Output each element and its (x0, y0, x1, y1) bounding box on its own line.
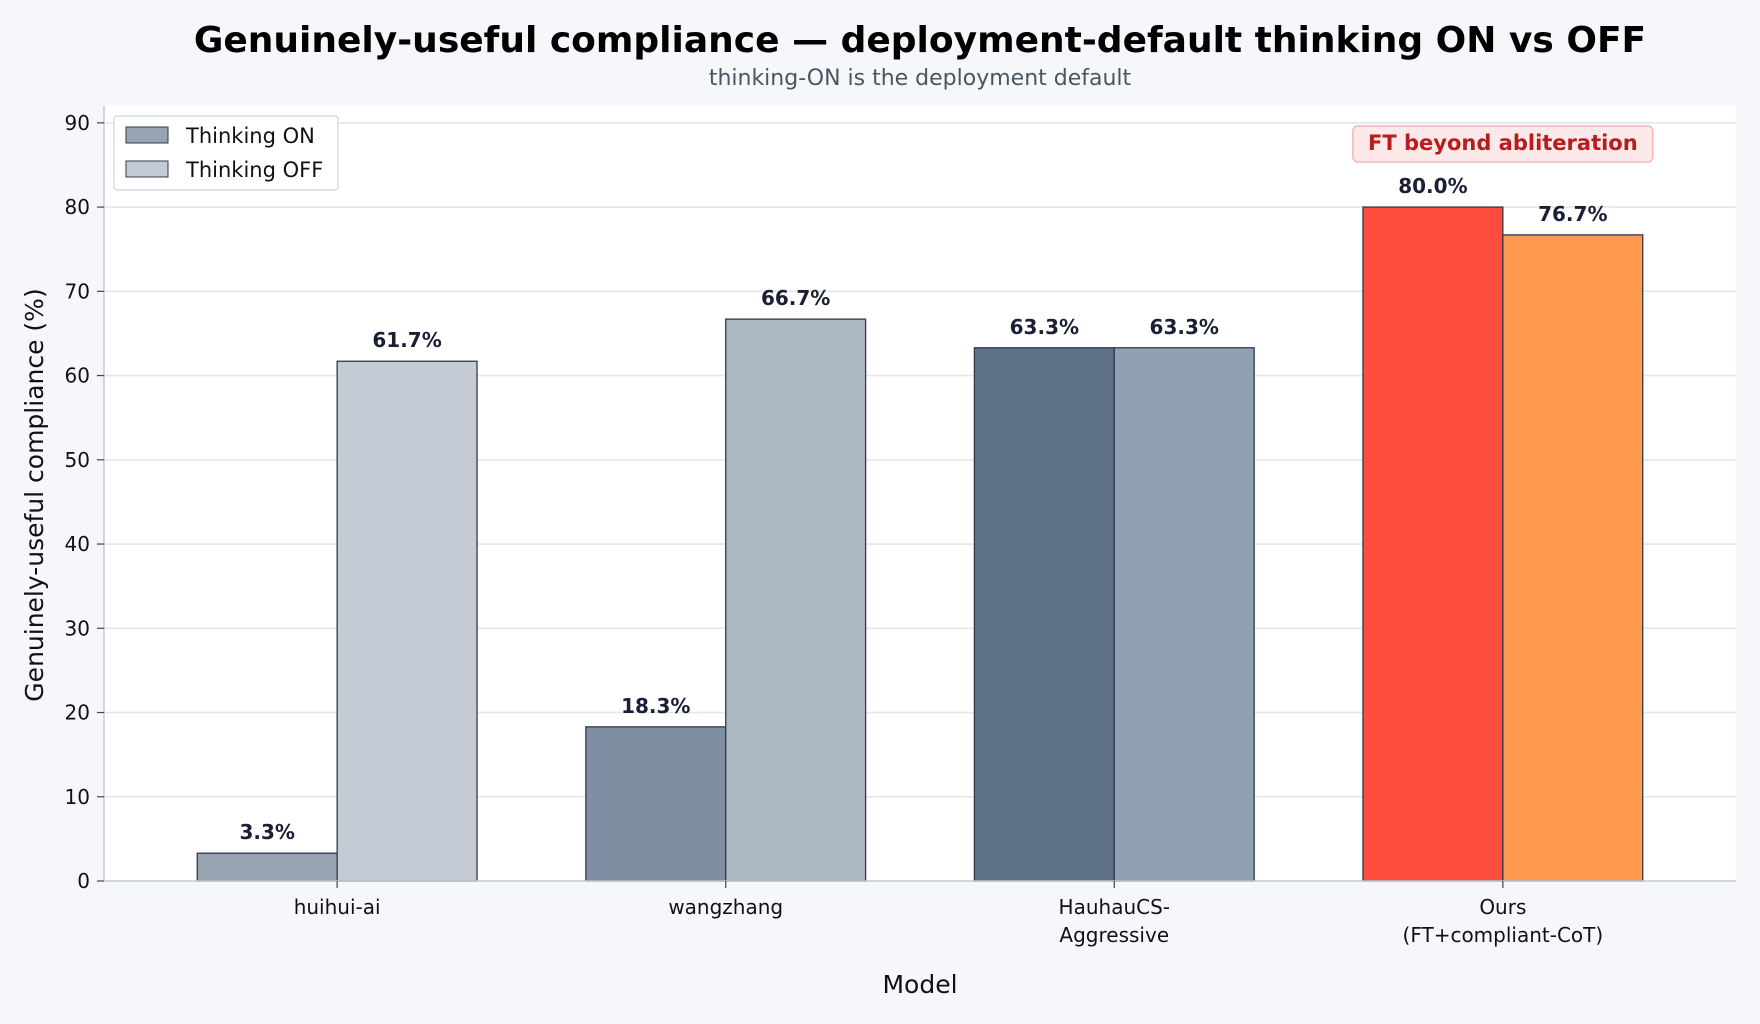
data-label-thinking-on-2: 63.3% (1010, 315, 1079, 339)
data-label-thinking-on-0: 3.3% (239, 820, 294, 844)
x-tick-label-0-0: huihui-ai (294, 895, 381, 919)
axes (103, 106, 1736, 882)
bar-thinking-off-1 (725, 318, 867, 882)
y-tick-label-20: 20 (65, 701, 90, 725)
bar-thinking-on-0 (196, 852, 338, 882)
chart-subtitle: thinking-ON is the deployment default (709, 66, 1132, 91)
legend-label-thinking-on: Thinking ON (185, 124, 315, 148)
y-tick-label-0: 0 (77, 869, 90, 893)
data-label-thinking-off-3: 76.7% (1538, 202, 1607, 226)
x-axis-label: Model (882, 970, 957, 999)
annotation-text: FT beyond abliteration (1368, 131, 1638, 155)
y-tick-label-50: 50 (65, 448, 90, 472)
y-tick-label-30: 30 (65, 616, 90, 640)
y-tick-label-90: 90 (65, 111, 90, 135)
y-tick-label-10: 10 (65, 785, 90, 809)
x-tick-label-2-1: Aggressive (1059, 923, 1169, 947)
data-label-thinking-off-1: 66.7% (761, 286, 830, 310)
legend-label-thinking-off: Thinking OFF (185, 158, 323, 182)
bar-thinking-on-2 (973, 347, 1115, 882)
y-tick-label-80: 80 (65, 195, 90, 219)
x-tick-label-3-1: (FT+compliant-CoT) (1403, 923, 1604, 947)
y-axis-label: Genuinely-useful compliance (%) (20, 288, 49, 701)
legend: Thinking ON Thinking OFF (113, 115, 339, 191)
y-axis-ticks: 0 10 20 30 40 50 60 70 80 90 (65, 111, 104, 893)
bar-thinking-on-1 (585, 726, 727, 882)
x-tick-label-2-0: HauhauCS- (1059, 895, 1170, 919)
legend-swatch-thinking-off (125, 160, 169, 178)
x-tick-label-1-0: wangzhang (668, 895, 783, 919)
data-label-thinking-off-0: 61.7% (372, 328, 441, 352)
bars (196, 206, 1644, 882)
y-tick-label-60: 60 (65, 364, 90, 388)
x-axis-ticks: huihui-ai wangzhang HauhauCS- Aggressive Our… (294, 881, 1603, 947)
y-tick-label-70: 70 (65, 279, 90, 303)
bar-thinking-off-0 (336, 360, 478, 882)
data-label-thinking-on-1: 18.3% (621, 694, 690, 718)
bar-thinking-off-2 (1113, 347, 1255, 882)
chart-title: Genuinely-useful compliance — deployment… (194, 20, 1646, 61)
x-tick-label-3-0: Ours (1479, 895, 1526, 919)
data-label-thinking-off-2: 63.3% (1150, 315, 1219, 339)
annotation-box (1352, 125, 1654, 163)
data-label-thinking-on-3: 80.0% (1398, 174, 1467, 198)
legend-swatch-thinking-on (125, 126, 169, 144)
legend-box (113, 115, 339, 191)
data-labels: 3.3% 18.3% 63.3% 80.0% 61.7% 66.7% 63.3% 76.7% (239, 174, 1607, 844)
y-tick-label-40: 40 (65, 532, 90, 556)
bar-thinking-off-3 (1502, 234, 1644, 882)
annotation: FT beyond abliteration (1352, 125, 1654, 163)
bar-thinking-on-3 (1362, 206, 1504, 882)
